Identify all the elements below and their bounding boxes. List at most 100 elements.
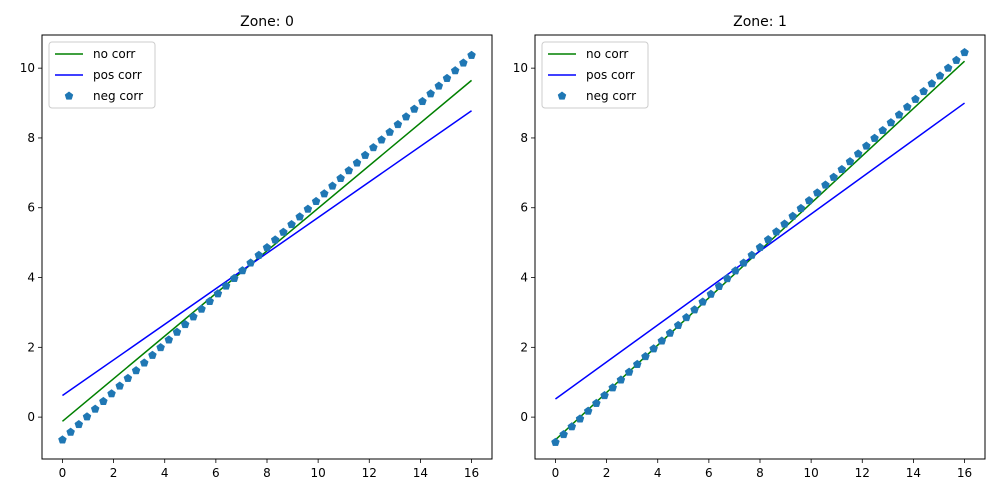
data-point [567, 422, 577, 431]
chart-title: Zone: 1 [733, 14, 787, 30]
data-point [943, 63, 953, 72]
y-tick-label: 10 [513, 61, 528, 75]
data-point [698, 297, 708, 306]
y-tick-label: 4 [520, 271, 528, 285]
data-point [262, 243, 272, 252]
data-point [960, 47, 969, 57]
x-tick-label: 4 [161, 466, 169, 480]
data-point [58, 435, 67, 444]
data-point [254, 250, 264, 259]
x-tick-label: 16 [464, 466, 479, 480]
data-point [246, 258, 255, 267]
data-point [360, 150, 370, 159]
data-point [434, 81, 444, 90]
data-point [442, 73, 452, 82]
legend-swatch [64, 91, 74, 100]
data-point [107, 389, 116, 398]
data-point [608, 383, 618, 392]
x-tick-label: 6 [705, 466, 713, 480]
data-point [328, 181, 337, 190]
series-markers-neg-corr [551, 47, 969, 446]
y-tick-label: 2 [520, 340, 528, 354]
data-point [829, 172, 838, 181]
x-tick-label: 2 [603, 466, 611, 480]
data-point [180, 319, 190, 329]
chart-panel-0: Zone: 0 0 2 4 6 8 10 12 14 16 0 2 4 6 8 10 no corr pos co… [20, 14, 493, 480]
x-tick-label: 14 [413, 466, 428, 480]
series-line-pos-corr [555, 102, 965, 400]
data-point [197, 304, 206, 313]
data-point [467, 50, 476, 59]
legend-label: neg corr [93, 89, 143, 103]
data-point [303, 204, 313, 213]
data-point [369, 143, 378, 152]
y-tick-label: 6 [27, 201, 35, 215]
data-point [336, 173, 345, 182]
data-point [352, 158, 362, 167]
data-point [575, 414, 585, 423]
data-point [393, 119, 403, 129]
data-point [279, 227, 288, 236]
x-tick-label: 8 [756, 466, 764, 480]
x-tick-label: 0 [552, 466, 560, 480]
data-point [804, 196, 814, 205]
data-point [319, 189, 329, 198]
data-point [295, 212, 305, 221]
x-tick-label: 6 [212, 466, 220, 480]
x-tick-label: 12 [855, 466, 870, 480]
data-point [189, 312, 198, 321]
x-tick-label: 8 [263, 466, 271, 480]
data-point [450, 66, 460, 75]
data-point [229, 273, 239, 282]
data-point [657, 336, 667, 345]
chart-title: Zone: 0 [240, 14, 294, 30]
legend-swatch [557, 91, 567, 100]
data-point [878, 125, 888, 135]
data-point [583, 406, 593, 415]
data-point [821, 180, 830, 189]
data-point [682, 313, 691, 322]
legend-frame [541, 41, 649, 109]
data-point [123, 373, 133, 382]
data-point [377, 135, 386, 144]
data-point [665, 328, 675, 337]
data-point [221, 281, 231, 290]
series-line-pos-corr [62, 110, 472, 397]
data-point [551, 437, 560, 446]
legend-label: neg corr [586, 89, 636, 103]
data-point [780, 219, 789, 228]
data-point [649, 344, 658, 353]
data-point [238, 266, 247, 275]
data-point [287, 219, 296, 229]
data-point [616, 375, 626, 384]
data-point [952, 55, 961, 64]
y-tick-label: 10 [20, 61, 35, 75]
data-point [919, 86, 928, 96]
y-tick-label: 6 [520, 201, 528, 215]
x-tick-label: 12 [362, 466, 377, 480]
legend: no corr pos corr neg corr [48, 41, 156, 109]
y-tick-label: 8 [27, 131, 35, 145]
data-point [385, 127, 395, 136]
x-tick-label: 16 [957, 466, 972, 480]
y-tick-label: 8 [520, 131, 528, 145]
data-point [82, 412, 92, 421]
data-point [714, 281, 724, 290]
data-point [418, 96, 427, 106]
y-tick-label: 2 [27, 340, 35, 354]
data-point [409, 104, 419, 113]
data-point [99, 396, 108, 405]
data-point [772, 227, 781, 236]
data-point [870, 133, 879, 142]
data-point [755, 242, 765, 251]
y-tick-label: 0 [27, 410, 35, 424]
data-point [935, 71, 945, 80]
data-point [747, 250, 757, 259]
data-point [344, 166, 354, 175]
data-point [131, 366, 141, 375]
data-point [74, 419, 84, 429]
data-point [837, 164, 847, 174]
data-point [902, 102, 912, 111]
data-point [311, 196, 321, 206]
